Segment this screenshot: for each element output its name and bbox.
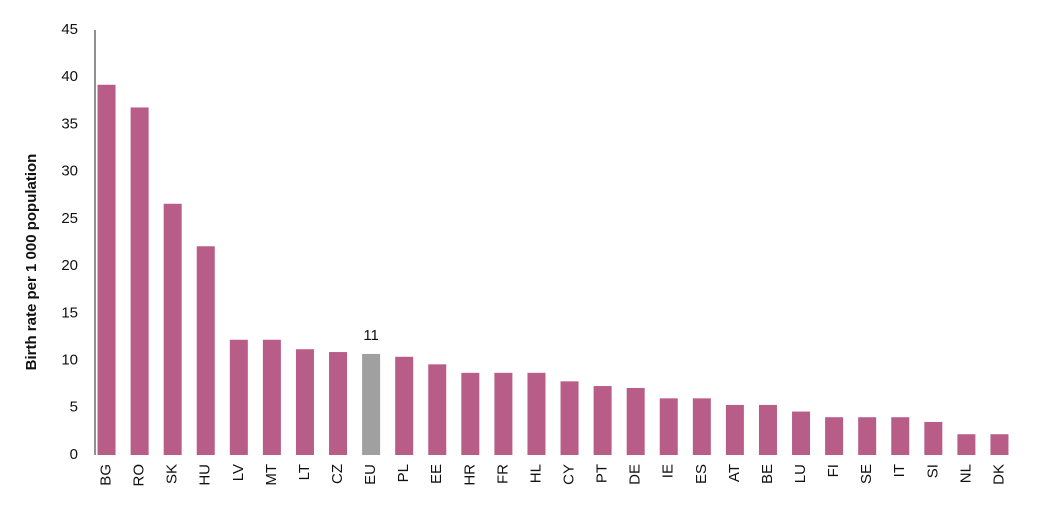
y-tick-label: 25: [61, 210, 78, 227]
bar: [329, 352, 348, 455]
x-tick-label: PL: [395, 464, 412, 482]
x-tick-label: EE: [428, 464, 445, 484]
x-tick-label: HU: [197, 464, 214, 486]
x-tick-label: SK: [164, 464, 181, 484]
x-tick-label: LU: [792, 464, 809, 483]
bar: [725, 404, 744, 455]
x-tick-label: DK: [990, 464, 1007, 485]
bar: [494, 372, 513, 455]
bar: [758, 404, 777, 455]
x-tick-label: SE: [858, 464, 875, 484]
bar: [659, 398, 678, 455]
y-tick-label: 45: [61, 21, 78, 38]
bar: [626, 387, 645, 455]
value-label: 11: [363, 327, 379, 344]
bar: [527, 372, 546, 455]
x-tick-label: CY: [561, 464, 578, 485]
y-tick-label: 15: [61, 304, 78, 321]
bar: [957, 434, 976, 455]
bar: [560, 381, 579, 455]
x-tick-label: HR: [461, 464, 478, 486]
x-tick-label: EU: [362, 464, 379, 485]
y-tick-label: 40: [61, 68, 78, 85]
y-tick-label: 20: [61, 257, 78, 274]
bar: [163, 203, 182, 455]
bar: [924, 421, 943, 455]
bar: [196, 246, 215, 455]
y-tick-label: 10: [61, 352, 78, 369]
x-tick-label: CZ: [329, 464, 346, 484]
x-tick-label: PT: [594, 464, 611, 483]
y-tick-label: 30: [61, 163, 78, 180]
bar: [130, 107, 149, 455]
y-tick-label: 0: [70, 446, 78, 463]
x-tick-label: IT: [891, 464, 908, 477]
x-tick-label: MT: [263, 464, 280, 486]
bar: [395, 356, 414, 455]
bar: [792, 411, 811, 455]
x-tick-label: ES: [693, 464, 710, 484]
bar: [461, 372, 480, 455]
bar: [262, 339, 281, 455]
x-tick-label: LT: [296, 464, 313, 480]
x-tick-label: SI: [924, 464, 941, 478]
x-tick-label: NL: [957, 464, 974, 483]
x-tick-label: FR: [494, 464, 511, 484]
bar: [295, 349, 314, 455]
y-tick-label: 35: [61, 115, 78, 132]
x-tick-label: LV: [230, 464, 247, 481]
bar: [891, 417, 910, 455]
x-tick-label: AT: [726, 464, 743, 482]
x-tick-label: RO: [131, 464, 148, 487]
y-tick-label: 5: [70, 399, 78, 416]
y-axis-title: Birth rate per 1 000 population: [23, 154, 40, 371]
x-tick-label: DE: [627, 464, 644, 485]
bar: [825, 417, 844, 455]
bar: [990, 434, 1009, 455]
bar: [593, 386, 612, 455]
bar: [362, 353, 381, 455]
bar: [692, 398, 711, 455]
x-tick-label: HL: [527, 464, 544, 483]
bar: [428, 364, 447, 455]
x-tick-label: FI: [825, 464, 842, 477]
bar: [858, 417, 877, 455]
bar: [97, 84, 116, 456]
bar: [229, 339, 248, 455]
x-tick-label: BG: [98, 464, 115, 486]
x-tick-label: IE: [660, 464, 677, 478]
x-tick-label: BE: [759, 464, 776, 484]
